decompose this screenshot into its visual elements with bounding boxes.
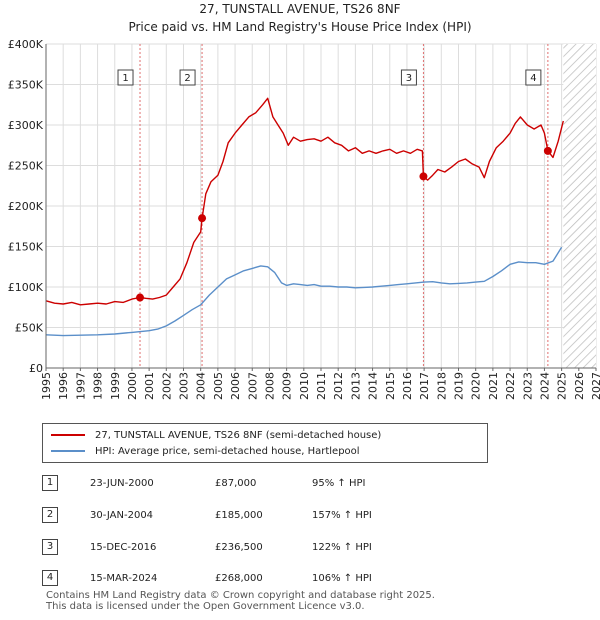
- series-lines: [45, 97, 564, 337]
- x-tick-label: 2013: [349, 372, 362, 400]
- x-tick-label: 2010: [298, 372, 311, 400]
- x-tick-label: 1999: [109, 372, 122, 400]
- y-tick-label: £50K: [15, 322, 44, 335]
- transaction-label: 4: [530, 73, 536, 84]
- footer-line-2: This data is licensed under the Open Gov…: [46, 601, 365, 612]
- y-tick-label: £300K: [8, 119, 44, 132]
- row-hpi: 157% ↑ HPI: [312, 510, 372, 521]
- row-price: £268,000: [215, 573, 263, 584]
- transaction-label-box: [400, 69, 417, 86]
- x-tick-label: 2022: [504, 372, 517, 400]
- legend-label-price: 27, TUNSTALL AVENUE, TS26 8NF (semi-deta…: [95, 429, 382, 441]
- transaction-marker: [543, 146, 552, 155]
- x-tick-label: 2025: [556, 372, 569, 400]
- x-tick-label: 2015: [384, 372, 397, 400]
- transaction-marker: [198, 214, 207, 223]
- x-tick-label: 2014: [367, 372, 380, 400]
- row-price: £236,500: [215, 542, 263, 553]
- x-tick-label: 2001: [143, 372, 156, 400]
- price-chart: 1 2 3 4 £0 £50K £100K £150K £200K £250K £300K £350…: [8, 38, 600, 400]
- hpi-series-line: [45, 246, 563, 337]
- x-tick-label: 2006: [229, 372, 242, 400]
- x-tick-label: 1996: [57, 372, 70, 400]
- row-number-badge: 3: [42, 539, 58, 555]
- transaction-marker: [419, 172, 428, 181]
- x-tick-label: 2020: [470, 372, 483, 400]
- x-tick-label: 2026: [573, 372, 586, 400]
- x-tick-label: 2007: [246, 372, 259, 400]
- row-hpi: 106% ↑ HPI: [312, 573, 372, 584]
- x-tick-label: 2004: [195, 372, 208, 400]
- transaction-label: 2: [184, 73, 190, 84]
- y-tick-label: £100K: [8, 281, 44, 294]
- x-tick-label: 2011: [315, 372, 328, 400]
- row-date: 15-MAR-2024: [90, 573, 158, 584]
- x-tick-label: 1998: [92, 372, 105, 400]
- x-tick-label: 2018: [435, 372, 448, 400]
- transaction-label-box: [117, 69, 134, 86]
- footer-line-1: Contains HM Land Registry data © Crown c…: [46, 590, 435, 601]
- axes: £0 £50K £100K £150K £200K £250K £300K £350K £400…: [8, 38, 600, 400]
- legend-swatch-price: [51, 434, 85, 436]
- y-tick-label: £200K: [8, 200, 44, 213]
- x-tick-label: 2000: [126, 372, 139, 400]
- chart-subtitle: Price paid vs. HM Land Registry's House …: [128, 20, 472, 34]
- x-tick-label: 2008: [263, 372, 276, 400]
- transaction-label: 1: [122, 73, 128, 84]
- y-tick-label: £0: [29, 362, 43, 375]
- grid: [45, 43, 597, 369]
- x-tick-label: 2016: [401, 372, 414, 400]
- table-row: 4 15-MAR-2024 £268,000 106% ↑ HPI: [0, 569, 600, 589]
- x-tick-label: 2021: [487, 372, 500, 400]
- future-hatch-area: [563, 44, 596, 368]
- y-tick-label: £150K: [8, 241, 44, 254]
- row-hpi: 122% ↑ HPI: [312, 542, 372, 553]
- y-tick-label: £350K: [8, 79, 44, 92]
- footer: Contains HM Land Registry data © Crown c…: [46, 590, 435, 612]
- x-tick-label: 1997: [74, 372, 87, 400]
- row-number-badge: 4: [42, 570, 58, 586]
- x-tick-label: 2019: [453, 372, 466, 400]
- legend-item-hpi: HPI: Average price, semi-detached house,…: [51, 444, 360, 458]
- transaction-label-box: [525, 69, 542, 86]
- x-tick-label: 2023: [521, 372, 534, 400]
- price-series-line: [45, 97, 564, 306]
- row-date: 23-JUN-2000: [90, 478, 154, 489]
- row-date: 30-JAN-2004: [90, 510, 154, 521]
- x-tick-label: 2024: [538, 372, 551, 400]
- x-tick-label: 2017: [418, 372, 431, 400]
- table-row: 3 15-DEC-2016 £236,500 122% ↑ HPI: [0, 538, 600, 558]
- row-date: 15-DEC-2016: [90, 542, 157, 553]
- future-projection-area: [563, 44, 596, 368]
- row-hpi: 95% ↑ HPI: [312, 478, 366, 489]
- chart-title: 27, TUNSTALL AVENUE, TS26 8NF: [199, 2, 401, 16]
- transaction-markers: [136, 146, 552, 302]
- table-row: 1 23-JUN-2000 £87,000 95% ↑ HPI: [0, 474, 600, 494]
- x-tick-label: 2027: [590, 372, 600, 400]
- transaction-marker: [136, 293, 145, 302]
- legend-label-hpi: HPI: Average price, semi-detached house,…: [95, 445, 360, 457]
- row-number-badge: 2: [42, 507, 58, 523]
- y-tick-label: £400K: [8, 38, 44, 51]
- x-tick-label: 2009: [281, 372, 294, 400]
- row-number-badge: 1: [42, 475, 58, 491]
- x-tick-label: 2005: [212, 372, 225, 400]
- transaction-labels: 1 2 3 4: [117, 69, 542, 86]
- legend-swatch-hpi: [51, 450, 85, 452]
- x-tick-label: 2002: [160, 372, 173, 400]
- transaction-label: 3: [406, 73, 412, 84]
- x-tick-label: 2003: [178, 372, 191, 400]
- y-tick-label: £250K: [8, 160, 44, 173]
- table-row: 2 30-JAN-2004 £185,000 157% ↑ HPI: [0, 506, 600, 526]
- legend: 27, TUNSTALL AVENUE, TS26 8NF (semi-deta…: [42, 423, 488, 463]
- row-price: £185,000: [215, 510, 263, 521]
- legend-item-price: 27, TUNSTALL AVENUE, TS26 8NF (semi-deta…: [51, 428, 381, 442]
- transaction-label-box: [179, 69, 196, 86]
- x-tick-label: 2012: [332, 372, 345, 400]
- transaction-lines: [139, 44, 549, 368]
- x-tick-label: 1995: [40, 372, 53, 400]
- row-price: £87,000: [215, 478, 257, 489]
